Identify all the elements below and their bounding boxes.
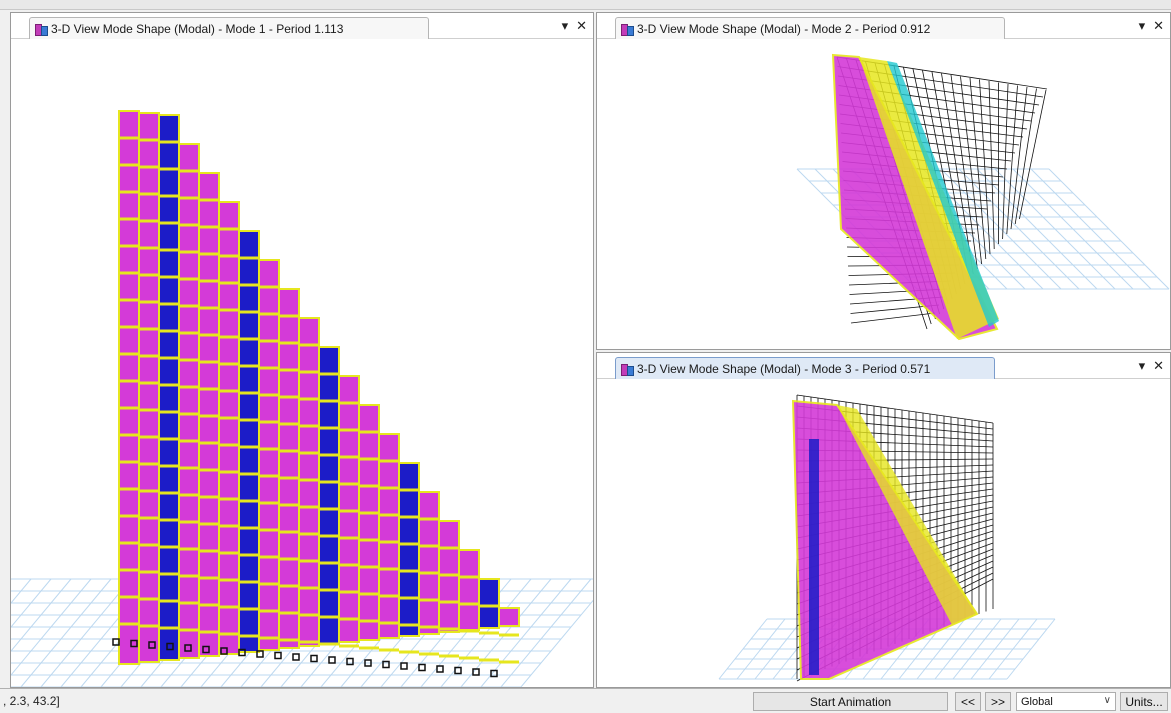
tab-title: 3-D View Mode Shape (Modal) - Mode 1 - P… bbox=[51, 21, 344, 36]
view-pane-mode-3[interactable]: 3-D View Mode Shape (Modal) - Mode 3 - P… bbox=[596, 352, 1171, 688]
support-icon bbox=[184, 644, 192, 652]
support-icon bbox=[220, 647, 228, 655]
view-pane-mode-2[interactable]: 3-D View Mode Shape (Modal) - Mode 2 - P… bbox=[596, 12, 1171, 350]
tab-mode-2[interactable]: 3-D View Mode Shape (Modal) - Mode 2 - P… bbox=[615, 17, 1005, 39]
shell-band bbox=[809, 439, 819, 675]
toolbar-strip bbox=[0, 0, 1171, 10]
pane-tabbar: 3-D View Mode Shape (Modal) - Mode 1 - P… bbox=[11, 13, 593, 39]
close-icon[interactable]: ✕ bbox=[1153, 358, 1164, 373]
support-icon bbox=[454, 666, 462, 675]
3d-view-icon bbox=[620, 362, 634, 376]
support-icon bbox=[256, 650, 264, 658]
3d-model-viewport[interactable] bbox=[11, 39, 594, 688]
support-icon bbox=[202, 645, 210, 654]
support-icon bbox=[166, 642, 174, 651]
3d-model-viewport[interactable] bbox=[597, 39, 1171, 350]
3d-view-icon bbox=[34, 22, 48, 36]
support-icon bbox=[436, 665, 444, 673]
support-icon bbox=[364, 659, 372, 667]
tab-title: 3-D View Mode Shape (Modal) - Mode 3 - P… bbox=[637, 361, 931, 376]
view-pane-mode-1[interactable]: 3-D View Mode Shape (Modal) - Mode 1 - P… bbox=[10, 12, 594, 688]
pane-dropdown-icon[interactable]: ▾ bbox=[1138, 18, 1146, 33]
support-icon bbox=[292, 653, 300, 661]
support-icon bbox=[328, 656, 336, 664]
deformed-model bbox=[791, 399, 979, 680]
coordinate-system-select[interactable]: Global ∨ bbox=[1016, 692, 1116, 711]
previous-mode-button[interactable]: << bbox=[955, 692, 981, 711]
pane-tabbar: 3-D View Mode Shape (Modal) - Mode 2 - P… bbox=[597, 13, 1170, 39]
support-icon bbox=[274, 651, 282, 660]
status-bar: , 2.3, 43.2] Start Animation << >> Globa… bbox=[0, 688, 1171, 713]
frame-band bbox=[859, 57, 999, 339]
pane-dropdown-icon[interactable]: ▾ bbox=[561, 18, 569, 33]
close-icon[interactable]: ✕ bbox=[576, 18, 587, 33]
support-icon bbox=[148, 641, 156, 649]
coordinate-system-value: Global bbox=[1021, 695, 1053, 708]
tab-mode-1[interactable]: 3-D View Mode Shape (Modal) - Mode 1 - P… bbox=[29, 17, 429, 39]
support-icon bbox=[346, 657, 354, 666]
support-icon bbox=[472, 668, 480, 676]
deformed-model bbox=[118, 110, 520, 665]
support-icon bbox=[382, 660, 390, 669]
joint-band bbox=[887, 61, 999, 327]
support-icon bbox=[310, 654, 318, 663]
support-icon bbox=[490, 669, 498, 678]
next-mode-button[interactable]: >> bbox=[985, 692, 1011, 711]
units-button[interactable]: Units... bbox=[1120, 692, 1168, 711]
support-icon bbox=[238, 648, 246, 657]
chevron-down-icon: ∨ bbox=[1103, 695, 1111, 706]
close-icon[interactable]: ✕ bbox=[1153, 18, 1164, 33]
support-icon bbox=[112, 638, 120, 646]
support-icon bbox=[130, 639, 138, 648]
3d-model-viewport[interactable] bbox=[597, 379, 1171, 688]
support-icon bbox=[400, 662, 408, 670]
pane-tabbar: 3-D View Mode Shape (Modal) - Mode 3 - P… bbox=[597, 353, 1170, 379]
cursor-coordinates: , 2.3, 43.2] bbox=[3, 694, 60, 708]
3d-view-icon bbox=[620, 22, 634, 36]
pane-dropdown-icon[interactable]: ▾ bbox=[1138, 358, 1146, 373]
support-icon bbox=[418, 663, 426, 672]
tab-mode-3[interactable]: 3-D View Mode Shape (Modal) - Mode 3 - P… bbox=[615, 357, 995, 379]
start-animation-button[interactable]: Start Animation bbox=[753, 692, 948, 711]
frame-band bbox=[837, 405, 977, 625]
tab-title: 3-D View Mode Shape (Modal) - Mode 2 - P… bbox=[637, 21, 931, 36]
